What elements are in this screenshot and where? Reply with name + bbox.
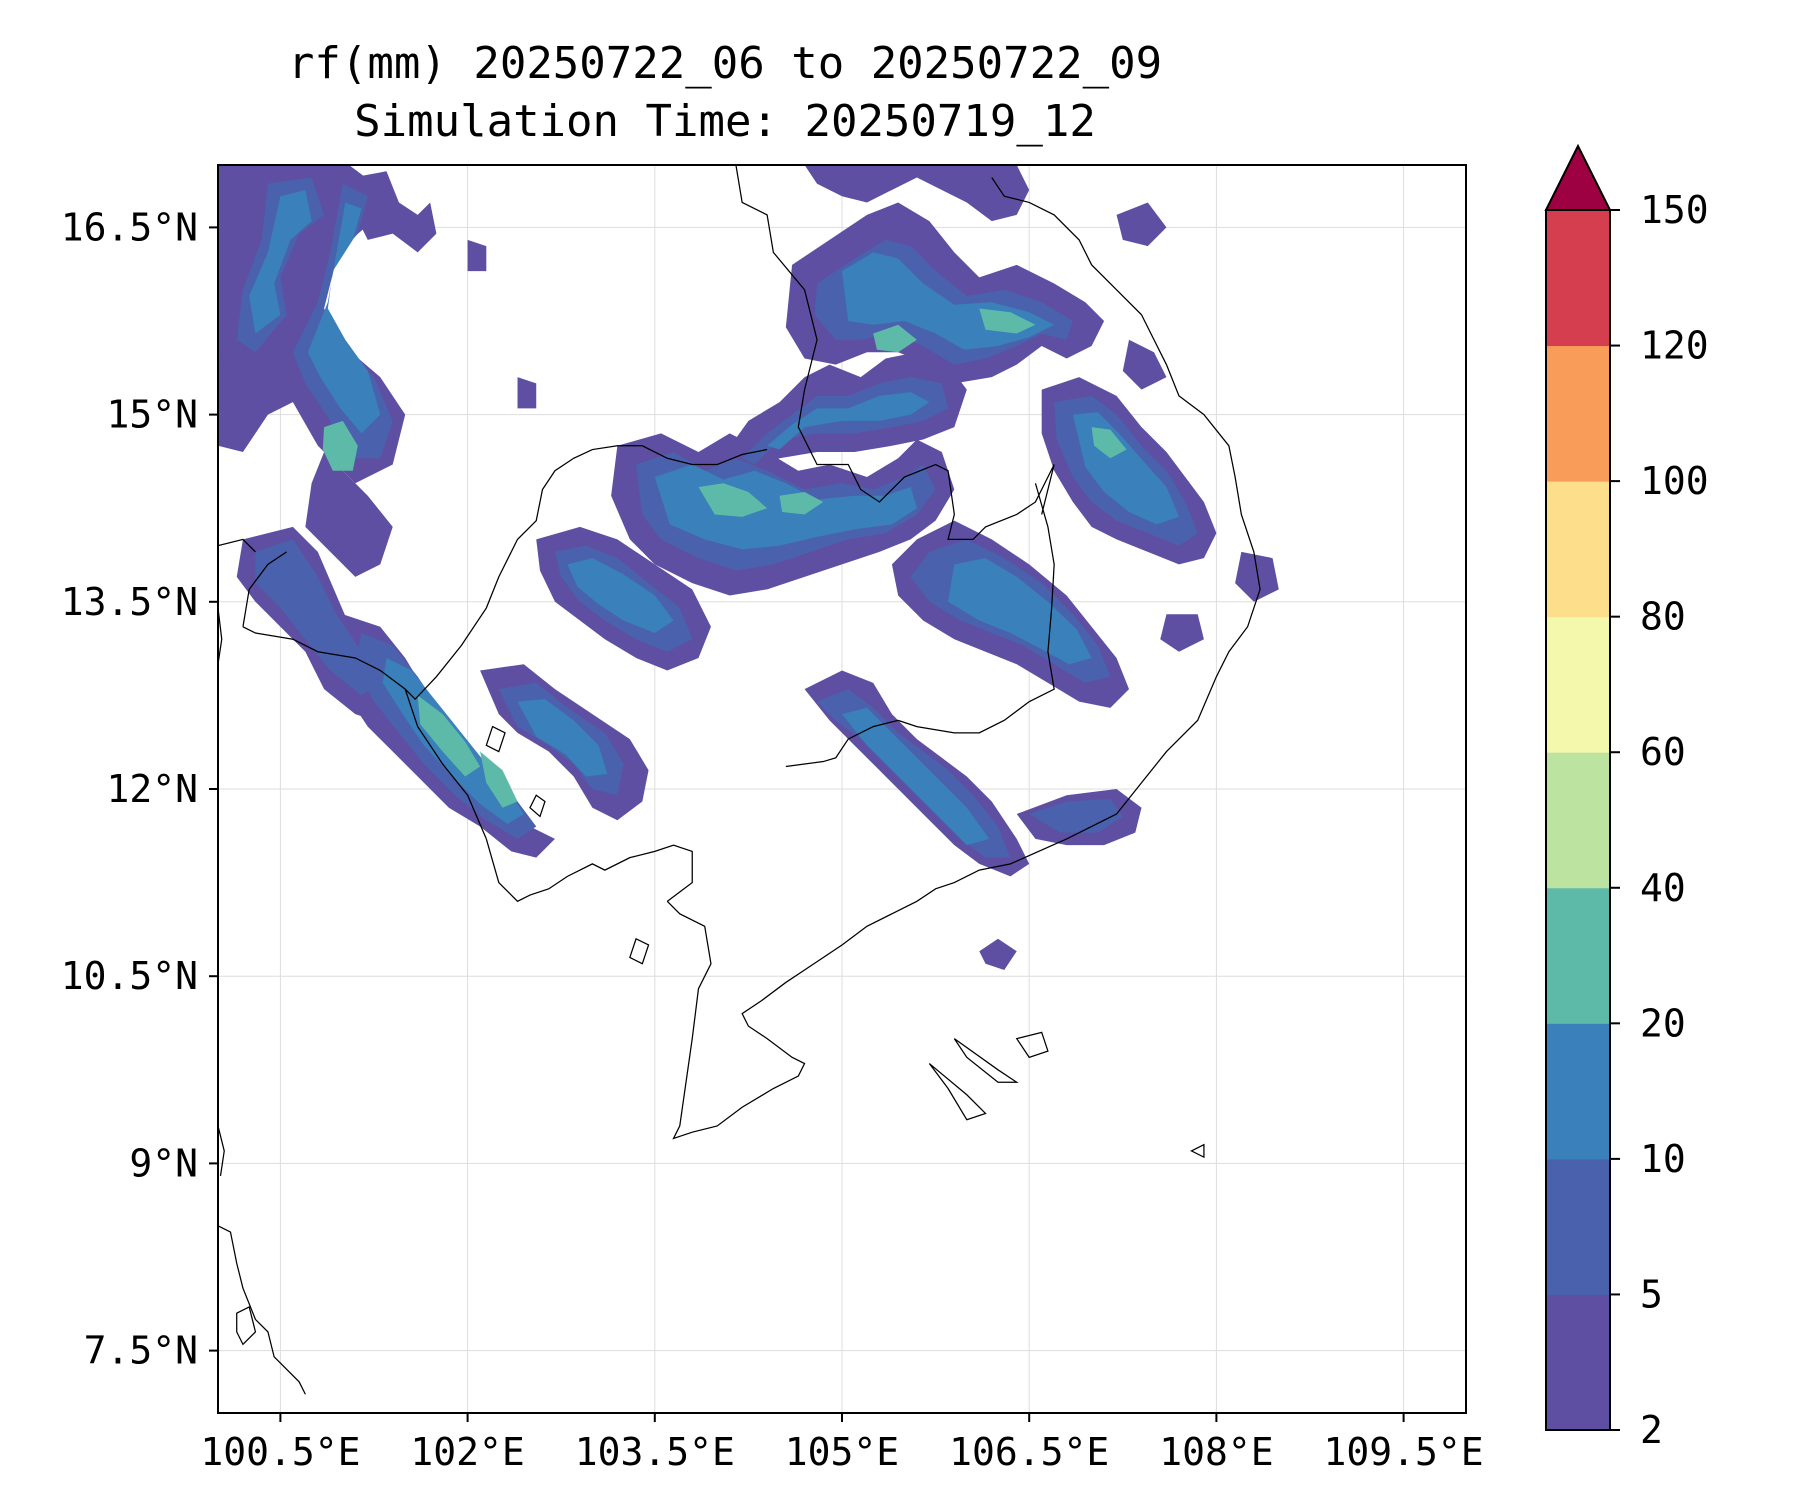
y-tick-label: 10.5°N [61,954,198,998]
colorbar-segment [1546,1023,1610,1160]
colorbar-extend-arrow [1544,143,1612,211]
chart-title-line2: Simulation Time: 20250719_12 [354,96,1096,147]
x-tick-label: 100.5°E [200,1430,360,1474]
x-tick-label: 105°E [785,1430,899,1474]
colorbar-tick-label: 80 [1640,595,1686,639]
chart-title-line1: rf(mm) 20250722_06 to 20250722_09 [287,38,1163,89]
colorbar-tick-label: 60 [1640,730,1686,774]
colorbar-frame [1545,209,1611,1431]
colorbar-segment [1546,616,1610,753]
x-tick-label: 106.5°E [949,1430,1109,1474]
colorbar-tick-label: 5 [1640,1272,1663,1316]
rain-20-40mm [322,308,1127,808]
x-axis-ticks: 100.5°E 102°E 103.5°E 105°E 106.5°E 108°E 109.… [200,1413,1484,1474]
colorbar-segment [1546,887,1610,1024]
x-tick-label: 103.5°E [575,1430,735,1474]
colorbar-tick-label: 100 [1640,459,1709,503]
colorbar-segment [1546,752,1610,889]
colorbar-segment [1546,345,1610,482]
colorbar-tick-label: 20 [1640,1001,1686,1045]
colorbar-segment [1546,1158,1610,1295]
colorbar-tick-label: 2 [1640,1408,1663,1452]
y-tick-label: 12°N [106,767,198,811]
y-axis-ticks: 16.5°N 15°N 13.5°N 12°N 10.5°N 9°N 7.5°N [61,205,218,1373]
colorbar: 2 5 10 20 40 60 80 100 120 150 [1544,143,1709,1452]
colorbar-tick-label: 120 [1640,324,1709,368]
grid-lines [218,165,1466,1413]
colorbar-tick-label: 40 [1640,866,1686,910]
x-tick-label: 108°E [1159,1430,1273,1474]
colorbar-tick-label: 10 [1640,1137,1686,1181]
colorbar-segment [1546,210,1610,347]
y-tick-label: 16.5°N [61,205,198,249]
x-tick-label: 102°E [410,1430,524,1474]
y-tick-label: 15°N [106,393,198,437]
y-tick-label: 7.5°N [84,1329,198,1373]
x-tick-label: 109.5°E [1324,1430,1484,1474]
colorbar-tick-label: 150 [1640,188,1709,232]
colorbar-segment [1546,1294,1610,1431]
y-tick-label: 9°N [129,1141,198,1185]
colorbar-segment [1546,481,1610,618]
coastlines-borders [218,165,1261,1395]
y-tick-label: 13.5°N [61,580,198,624]
